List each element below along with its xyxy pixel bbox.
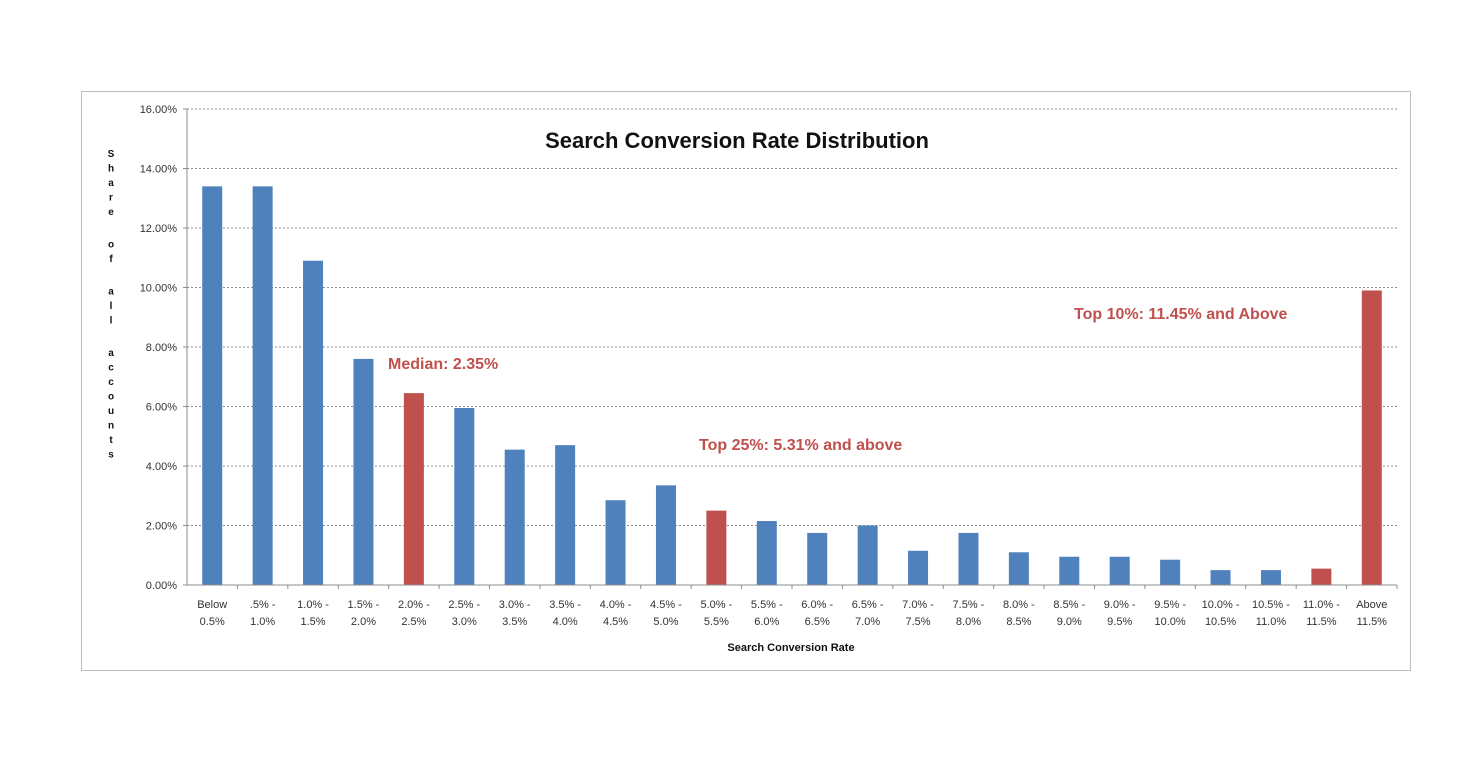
y-axis-ticks: 0.00% 2.00% 4.00% 6.00% 8.00% 10.00% 12.00% 14.… xyxy=(140,104,188,592)
x-tick-label: 3.0% -3.5% xyxy=(499,599,531,628)
y-tick-label: 0.00% xyxy=(146,580,177,592)
y-tick-label: 2.00% xyxy=(146,521,177,533)
bar xyxy=(202,186,223,585)
gridlines xyxy=(187,108,1397,526)
annotation-top-25: Top 25%: 5.31% and above xyxy=(699,437,902,454)
bar-highlighted xyxy=(403,393,424,585)
x-tick-label: 11.0% -11.5% xyxy=(1303,599,1340,628)
annotation-median: Median: 2.35% xyxy=(388,356,498,373)
y-tick-label: 14.00% xyxy=(140,164,178,176)
bar xyxy=(252,186,273,585)
bar xyxy=(807,532,828,585)
y-tick-label: 6.00% xyxy=(146,402,177,414)
x-tick-label: 10.0% -10.5% xyxy=(1202,599,1240,628)
bar xyxy=(1109,556,1130,585)
x-axis-label: Search Conversion Rate xyxy=(727,642,854,654)
bar xyxy=(1160,559,1181,585)
bars xyxy=(202,186,1382,585)
bar xyxy=(908,550,929,585)
y-tick-label: 10.00% xyxy=(140,283,178,295)
bar xyxy=(303,260,324,585)
x-tick-label: Above 11.5% xyxy=(1356,599,1387,628)
y-tick-label: 16.00% xyxy=(140,104,178,116)
bar xyxy=(504,449,525,585)
x-tick-label: 5.5% -6.0% xyxy=(751,599,783,628)
x-tick-label: 10.5% -11.0% xyxy=(1252,599,1290,628)
chart-frame: 0.00% 2.00% 4.00% 6.00% 8.00% 10.00% 12.00% 14.… xyxy=(81,91,1411,671)
x-tick-label: 8.0% -8.5% xyxy=(1003,599,1035,628)
x-tick-label: 9.5% -10.0% xyxy=(1154,599,1186,628)
x-tick-label: 2.0% -2.5% xyxy=(398,599,430,628)
x-tick-label: 5.0% -5.5% xyxy=(700,599,732,628)
y-tick-label: 4.00% xyxy=(146,461,177,473)
bar xyxy=(756,521,777,585)
bar xyxy=(605,500,626,585)
x-tick-label: 1.0% -1.5% xyxy=(297,599,329,628)
x-tick-label: 4.0% -4.5% xyxy=(600,599,632,628)
bar xyxy=(454,407,475,585)
x-axis-ticks: Below 0.5% .5% -1.0% 1.0% -1.5% 1.5% -2.0% 2.… xyxy=(197,585,1398,628)
bar xyxy=(958,532,979,585)
bar-highlighted xyxy=(1311,568,1332,585)
bar-highlighted xyxy=(706,510,727,585)
x-tick-label: .5% -1.0% xyxy=(250,599,276,628)
y-tick-label: 8.00% xyxy=(146,342,177,354)
annotation-top-10: Top 10%: 11.45% and Above xyxy=(1074,306,1288,323)
chart-title: Search Conversion Rate Distribution xyxy=(545,128,929,153)
bar xyxy=(1059,556,1080,585)
bar xyxy=(1008,552,1029,585)
x-tick-label: 7.0% -7.5% xyxy=(902,599,934,628)
bar xyxy=(655,485,676,585)
bar-chart: 0.00% 2.00% 4.00% 6.00% 8.00% 10.00% 12.00% 14.… xyxy=(108,104,1398,654)
y-tick-label: 12.00% xyxy=(140,223,178,235)
x-tick-label: 3.5% -4.0% xyxy=(549,599,581,628)
x-tick-label: 1.5% -2.0% xyxy=(348,599,380,628)
x-tick-label: 2.5% -3.0% xyxy=(448,599,480,628)
x-tick-label: 8.5% -9.0% xyxy=(1053,599,1085,628)
x-tick-label: 4.5% -5.0% xyxy=(650,599,682,628)
bar-highlighted xyxy=(1361,290,1382,585)
x-tick-label: 9.0% -9.5% xyxy=(1104,599,1136,628)
x-tick-label: 6.0% -6.5% xyxy=(801,599,833,628)
x-tick-label: 7.5% -8.0% xyxy=(953,599,985,628)
bar xyxy=(857,525,878,585)
bar xyxy=(555,445,576,585)
x-tick-label: Below 0.5% xyxy=(197,599,227,628)
bar xyxy=(1260,570,1281,585)
x-tick-label: 6.5% -7.0% xyxy=(852,599,884,628)
bar xyxy=(353,358,374,585)
bar xyxy=(1210,570,1231,585)
